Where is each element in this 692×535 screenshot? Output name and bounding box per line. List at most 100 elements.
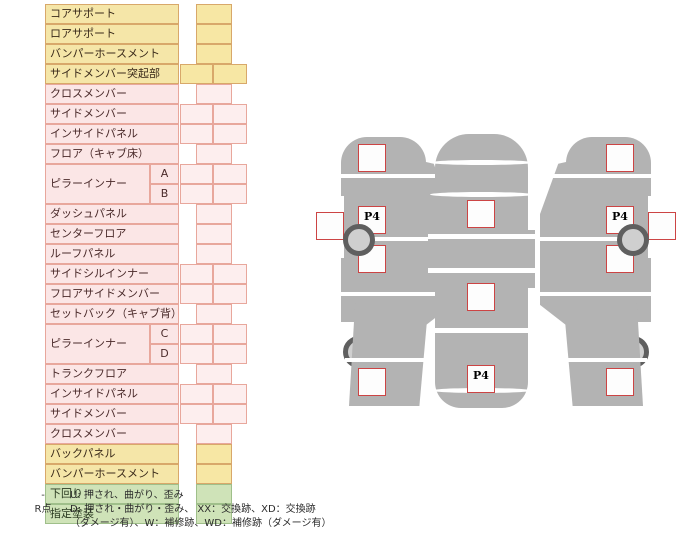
row-label: クロスメンバー (45, 424, 179, 444)
center-view-divider-2 (430, 192, 533, 197)
cell-center[interactable] (196, 4, 232, 24)
cell-left[interactable] (180, 384, 213, 404)
row-label: トランクフロア (45, 364, 179, 384)
cell-center[interactable] (196, 484, 232, 504)
cell-right[interactable] (213, 124, 247, 144)
cell-center[interactable] (196, 224, 232, 244)
cell-left[interactable] (180, 164, 213, 184)
cell-center[interactable] (196, 504, 232, 524)
table-row: D (45, 344, 250, 364)
right-view-marker-1[interactable] (606, 144, 634, 172)
cell-center[interactable] (196, 304, 232, 324)
row-label: ピラーインナー (45, 164, 150, 204)
cell-right[interactable] (213, 264, 247, 284)
table-row: サイドメンバー突起部 (45, 64, 250, 84)
row-label: フロア（キャブ床） (45, 144, 179, 164)
row-label: サイドメンバー (45, 404, 179, 424)
center-view-divider-1 (430, 160, 533, 165)
left-view-marker-1[interactable] (358, 144, 386, 172)
row-label: バンパーホースメント (45, 44, 179, 64)
cell-center[interactable] (196, 24, 232, 44)
cell-left[interactable] (180, 124, 213, 144)
left-view-marker-3[interactable] (358, 245, 386, 273)
row-label: インサイドパネル (45, 124, 179, 144)
left-view-divider-1 (341, 174, 452, 178)
cell-left[interactable] (180, 64, 213, 84)
cell-center[interactable] (196, 144, 232, 164)
cell-right[interactable] (213, 164, 247, 184)
legend: - U: 押され、曲がり、歪み R点 D: 押され・曲がり・歪み、 XX：交換跡、XD… (22, 489, 442, 531)
right-view-divider-3 (540, 292, 651, 296)
cell-right[interactable] (213, 404, 247, 424)
cell-left[interactable] (180, 344, 213, 364)
table-row: トランクフロア (45, 364, 250, 384)
row-label: ダッシュパネル (45, 204, 179, 224)
row-label: センターフロア (45, 224, 179, 244)
row-label: バンパーホースメント (45, 464, 179, 484)
table-row: ルーフパネル (45, 244, 250, 264)
cell-right[interactable] (213, 184, 247, 204)
row-sub-label: B (150, 184, 179, 204)
inspection-table: コアサポート ロアサポート バンパーホースメント サイドメンバー突起部 クロスメンバーサ… (45, 4, 250, 524)
row-label: ピラーインナー (45, 324, 150, 364)
table-row: 指定塗装 (45, 504, 250, 524)
table-row: ピラーインナー C (45, 324, 250, 364)
cell-center[interactable] (196, 44, 232, 64)
right-view-front-wheel (617, 224, 649, 256)
cell-center[interactable] (196, 444, 232, 464)
row-label: フロアサイドメンバー (45, 284, 179, 304)
cell-center[interactable] (196, 424, 232, 444)
row-label: コアサポート (45, 4, 179, 24)
table-row: ピラーインナー A (45, 164, 250, 204)
table-row: 下回り (45, 484, 250, 504)
table-row: フロアサイドメンバー (45, 284, 250, 304)
cell-left[interactable] (180, 324, 213, 344)
table-row: フロア（キャブ床） (45, 144, 250, 164)
row-sub-label: A (150, 164, 179, 184)
cell-right[interactable] (213, 344, 247, 364)
row-label: 下回り (45, 484, 179, 504)
right-view-marker-rear[interactable] (606, 368, 634, 396)
cell-center[interactable] (196, 464, 232, 484)
right-view-marker-fender[interactable] (648, 212, 676, 240)
center-view-divider-4 (428, 268, 535, 273)
right-view-divider-2 (540, 237, 651, 241)
left-view-marker-fender[interactable] (316, 212, 344, 240)
center-view-divider-5 (432, 328, 531, 333)
row-label: サイドメンバー (45, 104, 179, 124)
legend-line: （ダメージ有）、W：補修跡、WD：補修跡（ダメージ有） (22, 517, 442, 531)
cell-center[interactable] (196, 84, 232, 104)
cell-left[interactable] (180, 404, 213, 424)
right-view-divider-1 (540, 174, 651, 178)
right-view-divider-5 (547, 358, 647, 362)
table-row: バックパネル (45, 444, 250, 464)
center-view-marker-2[interactable] (467, 283, 495, 311)
table-row: クロスメンバー (45, 84, 250, 104)
row-label: クロスメンバー (45, 84, 179, 104)
cell-left[interactable] (180, 264, 213, 284)
table-row: サイドメンバー (45, 104, 250, 124)
table-row: B (45, 184, 250, 204)
cell-right[interactable] (213, 104, 247, 124)
cell-left[interactable] (180, 104, 213, 124)
cell-right[interactable] (213, 384, 247, 404)
cell-right[interactable] (213, 64, 247, 84)
cell-left[interactable] (180, 184, 213, 204)
cell-right[interactable] (213, 324, 247, 344)
left-view-divider-5 (345, 358, 445, 362)
cell-center[interactable] (196, 204, 232, 224)
cell-left[interactable] (180, 284, 213, 304)
legend-text: U: 押され、曲がり、歪み (70, 490, 184, 501)
row-label: ロアサポート (45, 24, 179, 44)
cell-right[interactable] (213, 284, 247, 304)
left-view-marker-rear[interactable] (358, 368, 386, 396)
center-view-marker-1[interactable] (467, 200, 495, 228)
cell-center[interactable] (196, 364, 232, 384)
table-row: センターフロア (45, 224, 250, 244)
cell-center[interactable] (196, 244, 232, 264)
row-sub-label: D (150, 344, 179, 364)
legend-key: - (41, 490, 45, 501)
center-view-marker-p4[interactable]: P4 (467, 365, 495, 393)
row-label: サイドメンバー突起部 (45, 64, 179, 84)
